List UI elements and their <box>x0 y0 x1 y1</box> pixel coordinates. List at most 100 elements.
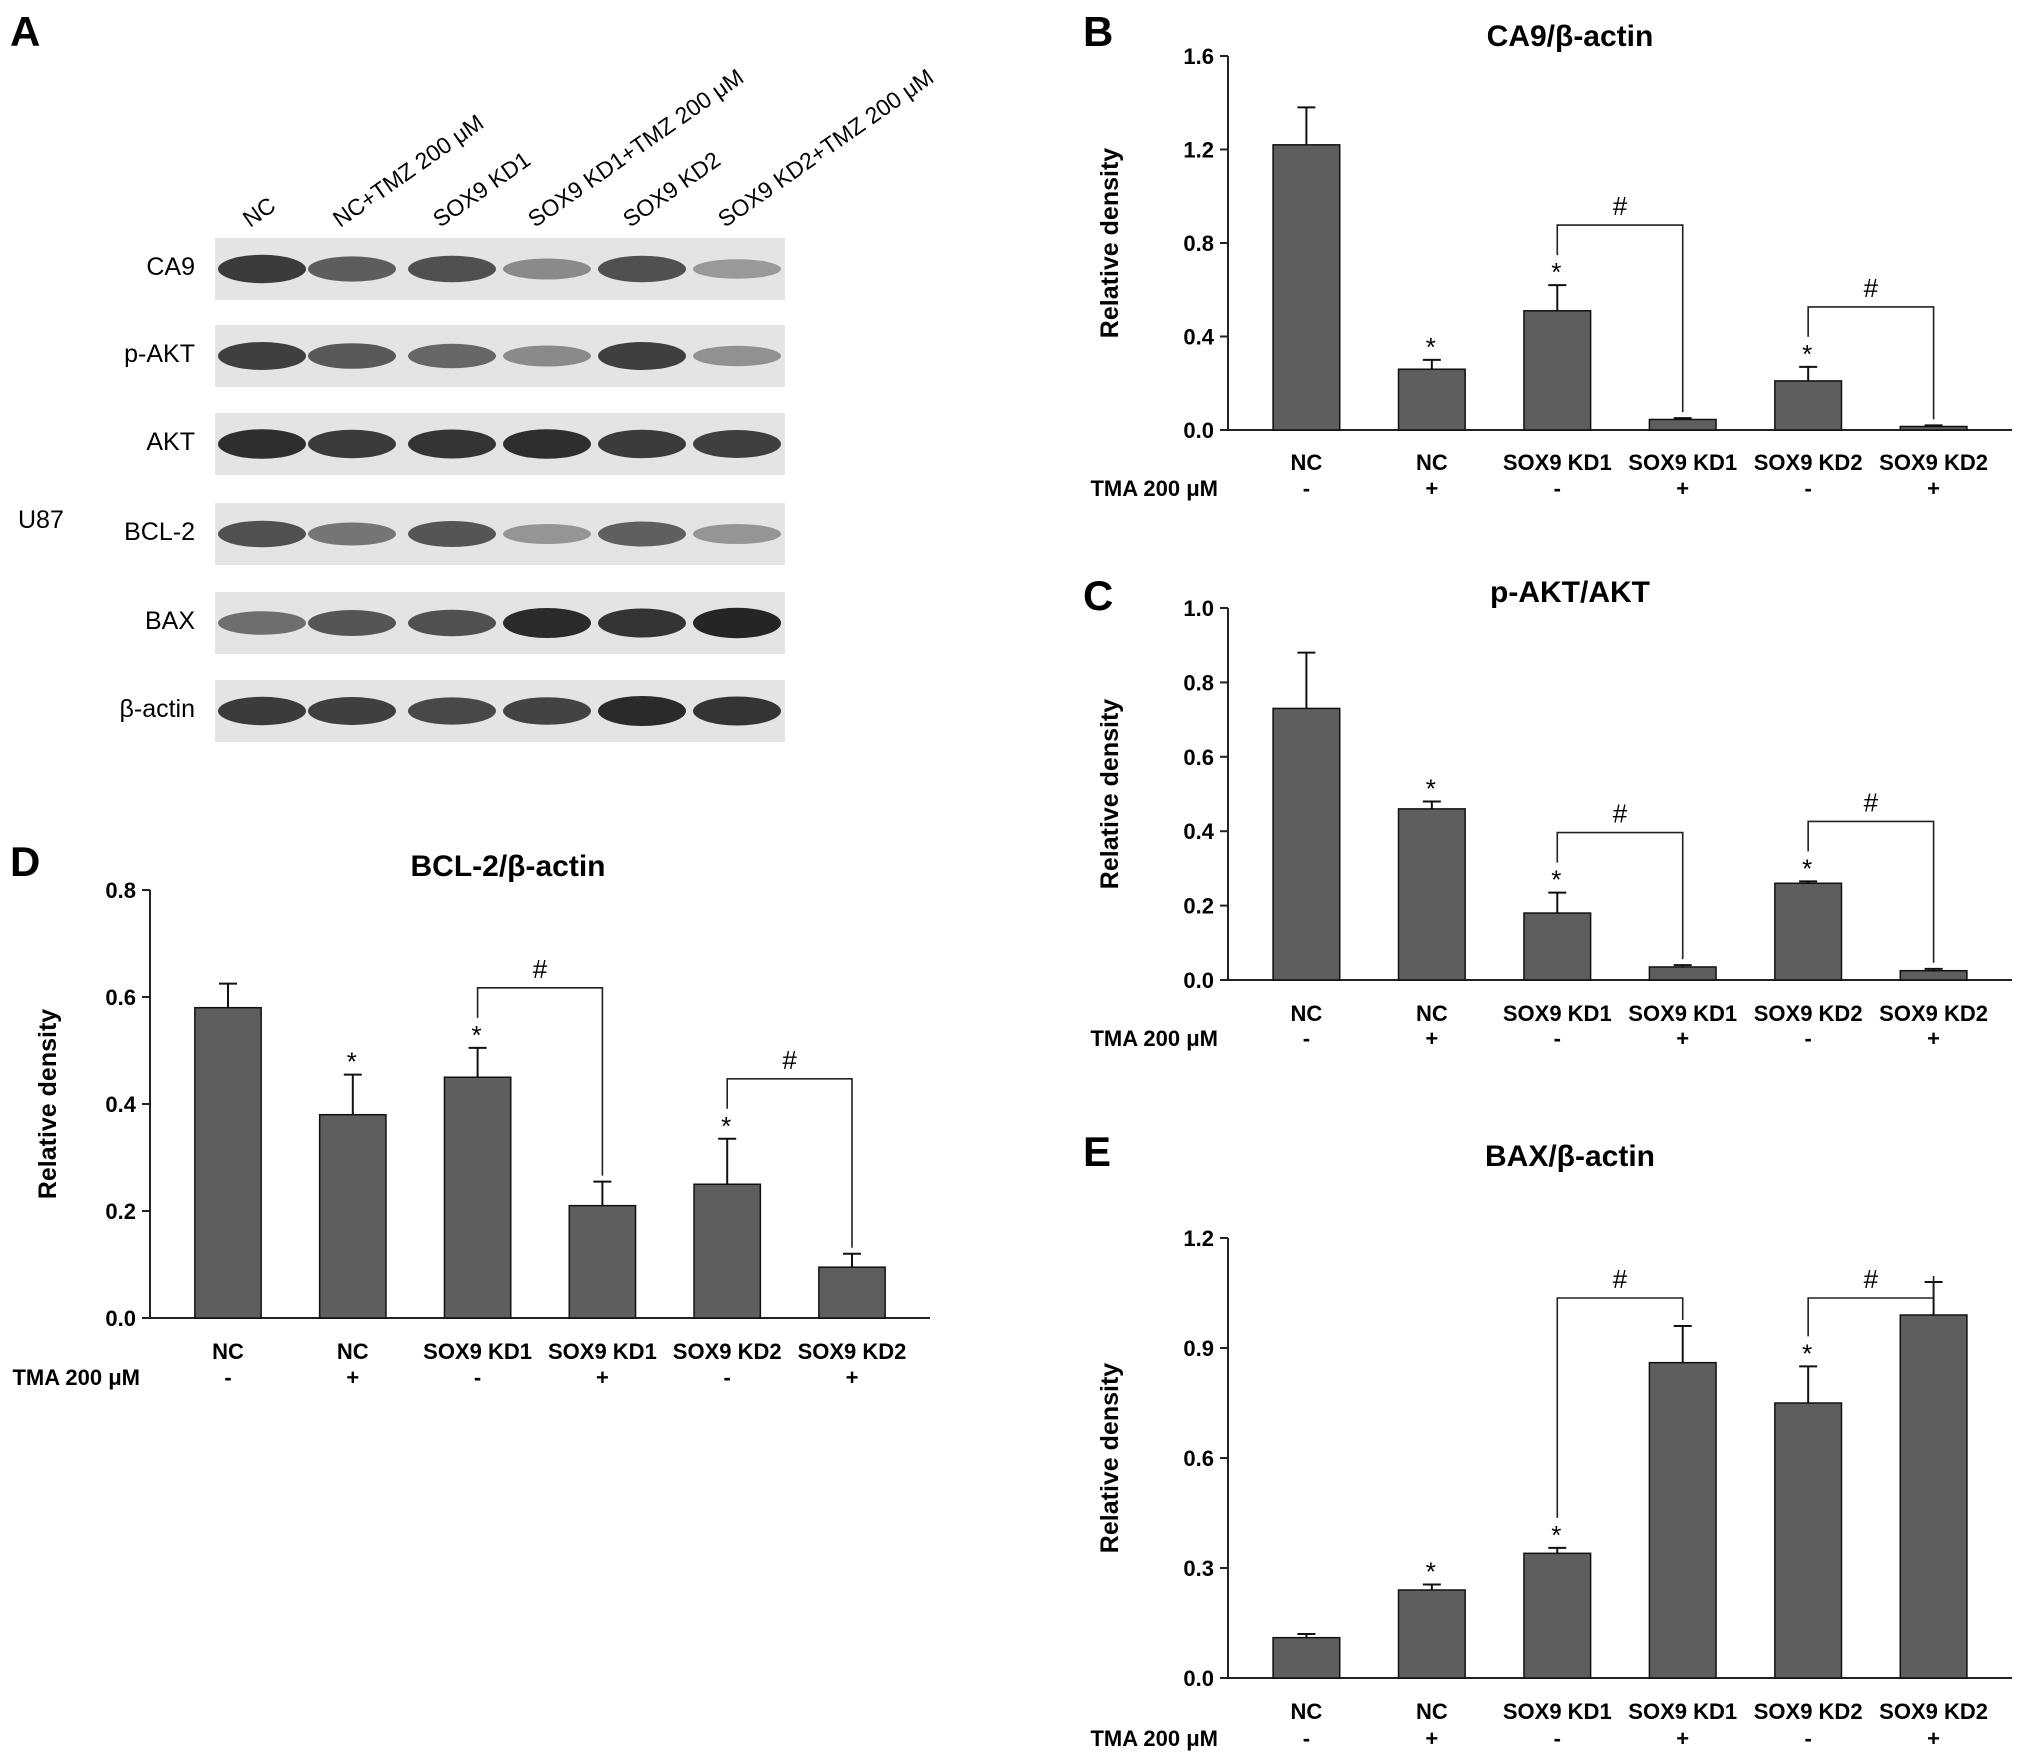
bar <box>1774 380 1843 431</box>
bar <box>1272 144 1341 431</box>
significance-star: * <box>1426 1557 1436 1587</box>
x-category-label: SOX9 KD2 <box>1754 1699 1863 1724</box>
blot-band <box>693 607 781 639</box>
x-category-label: NC <box>337 1339 369 1364</box>
blot-band <box>308 343 396 369</box>
bar <box>1899 1314 1968 1679</box>
x-category-label: SOX9 KD2 <box>798 1339 907 1364</box>
blot-band <box>503 345 591 367</box>
bar <box>318 1113 387 1319</box>
blot-band <box>693 696 781 726</box>
y-tick-label: 0.8 <box>1183 231 1214 256</box>
x-category-label: SOX9 KD1 <box>1628 1699 1737 1724</box>
y-tick-label: 1.2 <box>1183 138 1214 163</box>
x-category-label: NC <box>212 1339 244 1364</box>
y-tick-label: 0.2 <box>105 1199 136 1224</box>
x-category-label: SOX9 KD1 <box>1503 1001 1612 1026</box>
treatment-sign: - <box>1303 1726 1310 1751</box>
blot-row-label-4: BAX <box>145 607 195 635</box>
significance-star: * <box>1426 332 1436 362</box>
y-tick-label: 0.9 <box>1183 1336 1214 1361</box>
blot-row-label-3: BCL-2 <box>124 518 195 546</box>
panel-letter-b: B <box>1083 8 1113 55</box>
y-tick-label: 0.0 <box>105 1306 136 1331</box>
x-category-label: NC <box>1291 1699 1323 1724</box>
blot-band <box>218 342 306 370</box>
y-tick-label: 0.6 <box>105 985 136 1010</box>
significance-bracket <box>1807 820 1935 963</box>
bracket-label: # <box>1864 787 1879 817</box>
treatment-sign: + <box>596 1365 609 1390</box>
treatment-sign: - <box>1804 476 1811 501</box>
x-category-label: SOX9 KD1 <box>1503 1699 1612 1724</box>
bar <box>1397 1589 1466 1679</box>
blot-band <box>503 429 591 459</box>
blot-band <box>408 521 496 547</box>
bar <box>1774 882 1843 981</box>
bar <box>1397 808 1466 981</box>
blot-row-label-1: p-AKT <box>124 340 195 368</box>
bracket-label: # <box>1864 1264 1879 1294</box>
x-category-label: NC <box>1416 1001 1448 1026</box>
treatment-sign: - <box>224 1365 231 1390</box>
treatment-sign: + <box>1927 476 1940 501</box>
x-category-label: SOX9 KD2 <box>1754 1001 1863 1026</box>
y-tick-label: 0.2 <box>1183 894 1214 919</box>
panel-letter-e: E <box>1083 1128 1111 1175</box>
blot-band <box>308 256 396 282</box>
x-category-label: SOX9 KD1 <box>1628 450 1737 475</box>
treatment-sign: + <box>1927 1726 1940 1751</box>
chart-bcl2-bactin: BCL-2/β-actin Relative density 0.0 0.2 0.4 0.… <box>12 850 930 1390</box>
treatment-sign: - <box>1804 1726 1811 1751</box>
y-tick-label: 0.8 <box>1183 670 1214 695</box>
treatment-sign: - <box>1554 1026 1561 1051</box>
blot-band <box>598 608 686 638</box>
treatment-sign: - <box>1303 1026 1310 1051</box>
bar <box>693 1183 762 1319</box>
blot-band <box>598 696 686 726</box>
panel-letter-a: A <box>10 8 40 55</box>
blot-band <box>693 430 781 458</box>
x-category-label: NC <box>1416 1699 1448 1724</box>
treatment-sign: - <box>724 1365 731 1390</box>
blot-band <box>503 258 591 280</box>
bar <box>1648 966 1717 981</box>
significance-bracket <box>1807 1276 1935 1337</box>
bar <box>568 1204 637 1319</box>
treatment-row-label: TMA 200 μM <box>1090 476 1218 501</box>
chart-bax-bactin: BAX/β-actin Relative density 0.0 0.3 0.6 0.9 1… <box>1090 1140 2012 1751</box>
y-tick-label: 0.0 <box>1183 1666 1214 1691</box>
y-axis-label: Relative density <box>1096 1363 1124 1553</box>
blot-band <box>308 697 396 725</box>
blot-row-label-2: AKT <box>146 428 195 456</box>
blot-band <box>218 611 306 635</box>
bar <box>1899 969 1968 981</box>
blot-band <box>218 520 306 548</box>
significance-star: * <box>1551 865 1561 895</box>
treatment-sign: + <box>1676 476 1689 501</box>
y-tick-label: 0.3 <box>1183 1556 1214 1581</box>
bracket-label: # <box>1613 1264 1628 1294</box>
y-tick-label: 0.8 <box>105 878 136 903</box>
y-tick-label: 0.4 <box>1183 819 1214 844</box>
chart-title: p-AKT/AKT <box>1490 576 1650 609</box>
blot-band <box>408 697 496 725</box>
blot-band <box>408 429 496 459</box>
blot-row-label-0: CA9 <box>146 253 195 281</box>
significance-star: * <box>1551 257 1561 287</box>
bar <box>1648 1361 1717 1679</box>
y-tick-label: 0.6 <box>1183 1446 1214 1471</box>
bracket-label: # <box>1613 799 1628 829</box>
blot-band <box>308 429 396 459</box>
treatment-sign: + <box>846 1365 859 1390</box>
y-tick-label: 1.6 <box>1183 44 1214 69</box>
blot-band <box>408 255 496 283</box>
bar <box>1523 310 1592 431</box>
blot-band <box>598 429 686 459</box>
treatment-sign: + <box>1676 1726 1689 1751</box>
blot-band <box>598 342 686 370</box>
blot-band <box>308 522 396 546</box>
treatment-sign: - <box>1804 1026 1811 1051</box>
blot-band <box>503 524 591 544</box>
